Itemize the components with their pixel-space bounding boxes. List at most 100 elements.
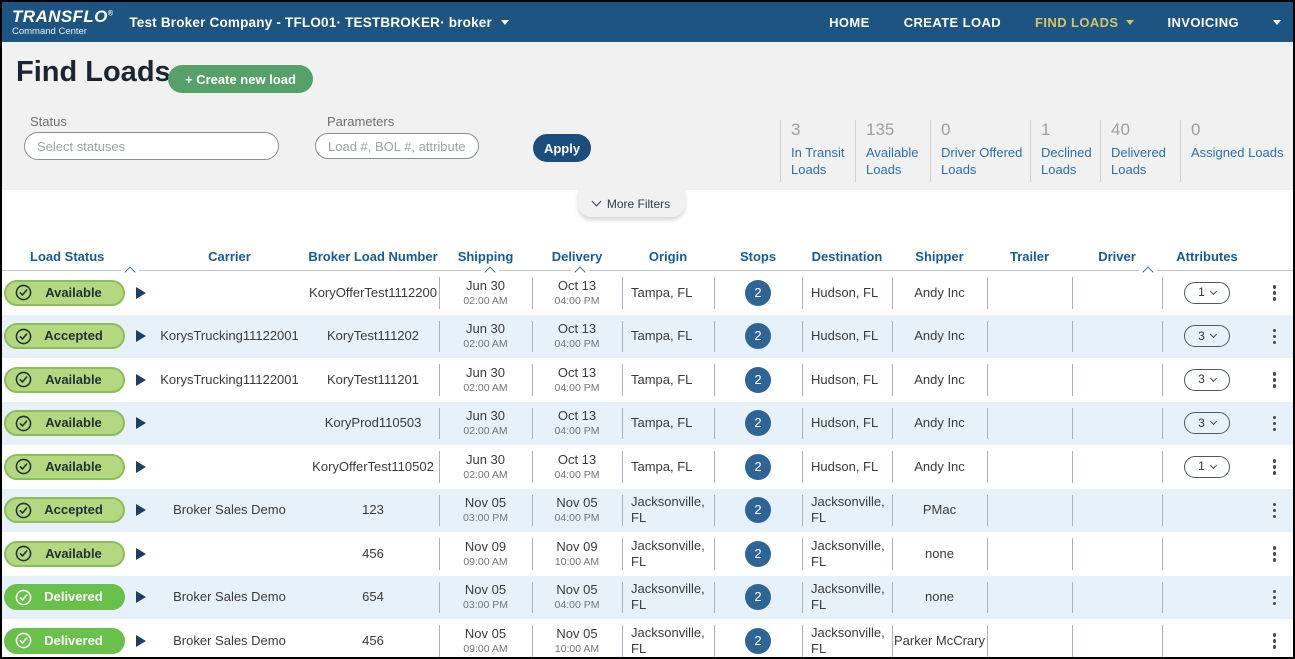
stat-in-transit-loads[interactable]: 3 In Transit Loads bbox=[780, 120, 855, 182]
nav-item-invoicing[interactable]: INVOICING bbox=[1167, 14, 1239, 30]
filters-section: Find Loads + Create new load Status Para… bbox=[2, 42, 1293, 190]
kebab-menu-icon[interactable] bbox=[1269, 281, 1281, 305]
transflo-logo[interactable]: TRANSFLO® Command Center bbox=[12, 8, 113, 37]
cell-origin: Jacksonville, FL bbox=[622, 532, 714, 576]
shipping-date: Jun 30 bbox=[465, 364, 506, 380]
column-header-destination[interactable]: Destination bbox=[811, 248, 883, 264]
cell-driver bbox=[1072, 358, 1162, 402]
table-row[interactable]: Available 456 Nov 09 09:00 AM Nov 09 10:… bbox=[2, 532, 1293, 576]
stat-delivered-loads[interactable]: 40 Delivered Loads bbox=[1100, 120, 1180, 182]
kebab-menu-icon[interactable] bbox=[1269, 325, 1281, 349]
row-expand-icon[interactable] bbox=[136, 460, 146, 473]
kebab-menu-icon[interactable] bbox=[1269, 455, 1281, 479]
status-filter-input[interactable] bbox=[24, 132, 279, 160]
load-status-pill[interactable]: Delivered bbox=[4, 627, 125, 654]
load-status-label: Delivered bbox=[44, 632, 103, 648]
row-expand-icon[interactable] bbox=[136, 634, 146, 647]
attributes-count: 3 bbox=[1198, 372, 1205, 387]
parameters-filter-input[interactable] bbox=[315, 133, 479, 159]
top-navbar: TRANSFLO® Command Center Test Broker Com… bbox=[2, 2, 1293, 42]
kebab-menu-icon[interactable] bbox=[1269, 586, 1281, 610]
kebab-menu-icon[interactable] bbox=[1269, 542, 1281, 566]
check-circle-icon bbox=[15, 545, 32, 562]
apply-filters-button[interactable]: Apply bbox=[533, 134, 591, 162]
column-header-shipper[interactable]: Shipper bbox=[915, 248, 964, 264]
kebab-menu-icon[interactable] bbox=[1269, 368, 1281, 392]
column-header-attributes[interactable]: Attributes bbox=[1176, 248, 1238, 264]
stat-driver-offered-loads[interactable]: 0 Driver Offered Loads bbox=[930, 120, 1030, 182]
company-selector[interactable]: Test Broker Company - TFLO01· TESTBROKER… bbox=[129, 15, 509, 30]
row-expand-icon[interactable] bbox=[136, 286, 146, 299]
stat-available-loads[interactable]: 135 Available Loads bbox=[855, 120, 930, 182]
sort-caret-icon[interactable] bbox=[1139, 265, 1157, 278]
stat-declined-loads[interactable]: 1 Declined Loads bbox=[1030, 120, 1100, 182]
sort-caret-icon[interactable] bbox=[571, 265, 589, 278]
column-header-shipping[interactable]: Shipping bbox=[457, 248, 514, 264]
load-status-pill[interactable]: Available bbox=[4, 410, 125, 437]
cell-stops: 2 bbox=[714, 358, 802, 402]
row-expand-icon[interactable] bbox=[136, 373, 146, 386]
nav-item-home[interactable]: HOME bbox=[829, 14, 870, 30]
kebab-menu-icon[interactable] bbox=[1269, 499, 1281, 523]
shipping-date: Jun 30 bbox=[465, 277, 506, 293]
kebab-menu-icon[interactable] bbox=[1269, 412, 1281, 436]
column-header-stops[interactable]: Stops bbox=[739, 248, 777, 264]
table-row[interactable]: Accepted Broker Sales Demo 123 Nov 05 03… bbox=[2, 488, 1293, 533]
table-row[interactable]: Available KorysTrucking11122001 KoryTest… bbox=[2, 358, 1293, 402]
cell-carrier: Broker Sales Demo bbox=[173, 589, 286, 605]
sort-caret-icon[interactable] bbox=[121, 265, 139, 278]
table-row[interactable]: Available KoryProd110503 Jun 30 02:00 AM… bbox=[2, 401, 1293, 446]
load-status-pill[interactable]: Delivered bbox=[4, 584, 125, 611]
nav-item-find-loads[interactable]: FIND LOADS bbox=[1035, 15, 1134, 30]
cell-trailer bbox=[987, 532, 1072, 576]
sort-caret-icon[interactable] bbox=[481, 265, 499, 278]
kebab-menu-icon[interactable] bbox=[1269, 629, 1281, 653]
chevron-down-icon bbox=[1273, 19, 1281, 25]
cell-shipping: Nov 09 09:00 AM bbox=[439, 532, 532, 576]
cell-shipping: Nov 05 03:00 PM bbox=[439, 576, 532, 620]
load-status-pill[interactable]: Available bbox=[4, 540, 125, 567]
column-header-delivery[interactable]: Delivery bbox=[551, 248, 603, 264]
column-header-driver[interactable]: Driver bbox=[1098, 248, 1136, 264]
attributes-dropdown[interactable]: 3 bbox=[1184, 412, 1230, 435]
stat-value: 0 bbox=[941, 120, 951, 139]
nav-overflow-toggle[interactable] bbox=[1273, 19, 1281, 25]
row-expand-icon[interactable] bbox=[136, 330, 146, 343]
cell-shipping: Jun 30 02:00 AM bbox=[439, 402, 532, 446]
more-filters-toggle[interactable]: More Filters bbox=[578, 190, 685, 217]
load-status-pill[interactable]: Available bbox=[4, 453, 125, 480]
row-expand-icon[interactable] bbox=[136, 591, 146, 604]
attributes-dropdown[interactable]: 1 bbox=[1184, 455, 1230, 478]
load-status-label: Available bbox=[45, 371, 102, 387]
column-header-broker-load-number[interactable]: Broker Load Number bbox=[308, 248, 438, 264]
page-title: Find Loads bbox=[16, 56, 171, 88]
table-row[interactable]: Available KoryOfferTest110502 Jun 30 02:… bbox=[2, 445, 1293, 489]
cell-delivery: Oct 13 04:00 PM bbox=[532, 402, 622, 446]
create-new-load-button[interactable]: + Create new load bbox=[168, 65, 313, 93]
table-row[interactable]: Delivered Broker Sales Demo 456 Nov 05 0… bbox=[2, 619, 1293, 657]
attributes-dropdown[interactable]: 1 bbox=[1184, 281, 1230, 304]
nav-item-create-load[interactable]: CREATE LOAD bbox=[903, 14, 1002, 30]
table-row[interactable]: Available KoryOfferTest1112200 Jun 30 02… bbox=[2, 271, 1293, 315]
cell-origin: Tampa, FL bbox=[622, 315, 714, 359]
column-header-carrier[interactable]: Carrier bbox=[208, 248, 251, 264]
cell-actions bbox=[1252, 489, 1293, 533]
registered-mark: ® bbox=[107, 10, 114, 18]
column-header-trailer[interactable]: Trailer bbox=[1009, 248, 1050, 264]
row-expand-icon[interactable] bbox=[136, 504, 146, 517]
table-row[interactable]: Accepted KorysTrucking11122001 KoryTest1… bbox=[2, 314, 1293, 359]
column-header-origin[interactable]: Origin bbox=[648, 248, 688, 264]
row-expand-icon[interactable] bbox=[136, 417, 146, 430]
load-status-pill[interactable]: Accepted bbox=[4, 323, 125, 350]
column-header-load-status[interactable]: Load Status bbox=[30, 248, 105, 264]
check-circle-icon bbox=[15, 371, 32, 388]
table-row[interactable]: Delivered Broker Sales Demo 654 Nov 05 0… bbox=[2, 575, 1293, 620]
load-status-pill[interactable]: Available bbox=[4, 279, 125, 306]
attributes-dropdown[interactable]: 3 bbox=[1184, 368, 1230, 391]
row-expand-icon[interactable] bbox=[136, 547, 146, 560]
load-status-pill[interactable]: Available bbox=[4, 366, 125, 393]
load-status-pill[interactable]: Accepted bbox=[4, 497, 125, 524]
attributes-dropdown[interactable]: 3 bbox=[1184, 325, 1230, 348]
stat-assigned-loads[interactable]: 0 Assigned Loads bbox=[1180, 120, 1290, 182]
delivery-time: 04:00 PM bbox=[554, 512, 600, 525]
